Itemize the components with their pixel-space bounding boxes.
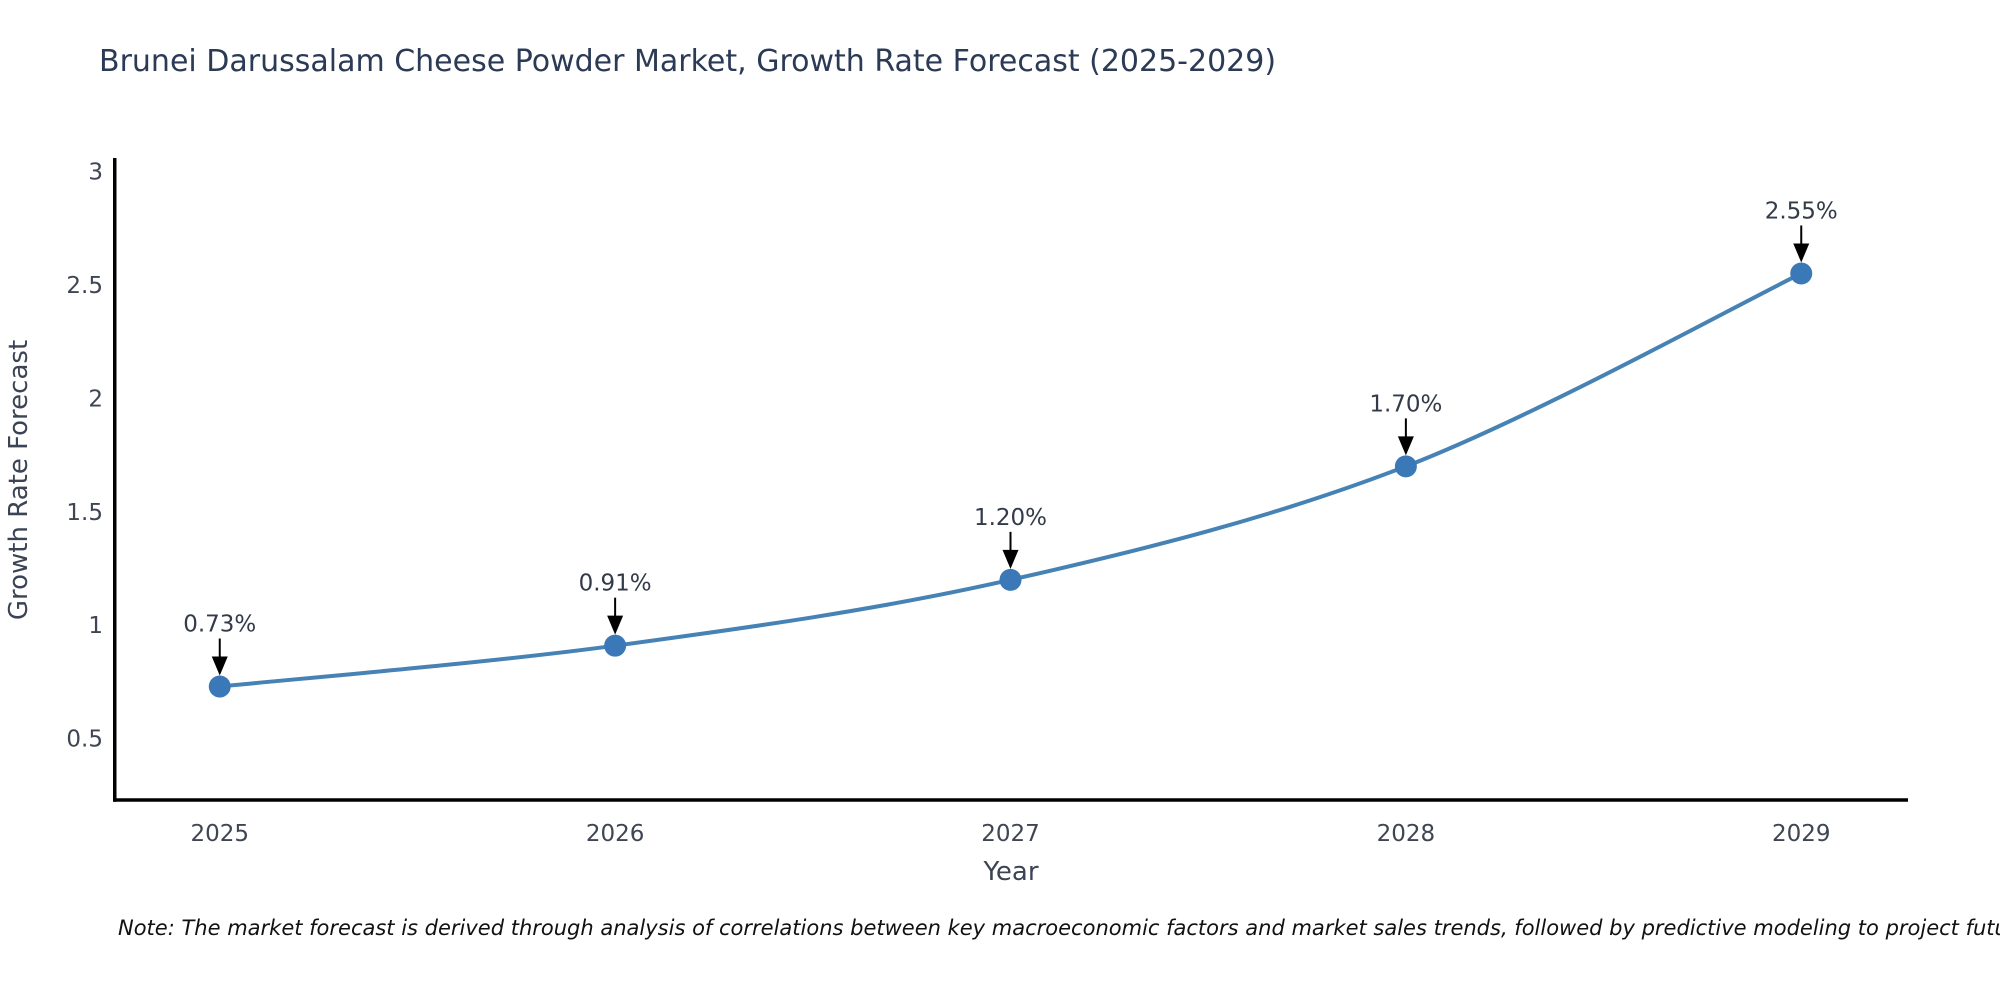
- annotation-arrowhead: [1793, 243, 1810, 263]
- y-axis-label: Growth Rate Forecast: [4, 340, 34, 620]
- x-tick-label: 2026: [586, 821, 645, 847]
- data-point: [1790, 262, 1813, 285]
- x-axis-label: Year: [982, 857, 1038, 887]
- x-tick-label: 2025: [190, 821, 249, 847]
- data-point-label: 2.55%: [1765, 198, 1838, 224]
- x-tick-label: 2028: [1377, 821, 1436, 847]
- y-tick-label: 2.5: [66, 273, 103, 299]
- data-point-label: 0.73%: [183, 612, 256, 638]
- data-point-label: 1.20%: [974, 505, 1047, 531]
- y-tick-label: 1.5: [66, 500, 103, 526]
- x-tick-label: 2029: [1772, 821, 1831, 847]
- y-tick-label: 1: [88, 613, 103, 639]
- chart-title: Brunei Darussalam Cheese Powder Market, …: [99, 44, 1277, 79]
- annotation-arrowhead: [1002, 549, 1019, 569]
- data-point: [999, 568, 1022, 591]
- data-point-label: 0.91%: [579, 571, 652, 597]
- data-point: [1394, 455, 1417, 478]
- annotation-arrowhead: [1397, 436, 1414, 456]
- y-tick-label: 2: [88, 386, 103, 412]
- annotation-arrowhead: [607, 615, 624, 635]
- y-tick-label: 3: [88, 159, 103, 185]
- trend-line: [217, 271, 1804, 689]
- annotation-arrowhead: [211, 656, 228, 676]
- plot-generated-content: 0.5 1 1.5 2 2.5 3 2025 2026 2027 2028 2029 0.73% 0.9…: [66, 158, 1908, 847]
- y-tick-label: 0.5: [66, 727, 103, 753]
- footnote: Note: The market forecast is derived thr…: [118, 916, 2000, 940]
- x-tick-label: 2027: [981, 821, 1040, 847]
- data-point: [208, 675, 231, 698]
- data-point: [604, 634, 627, 657]
- data-point-label: 1.70%: [1369, 391, 1442, 417]
